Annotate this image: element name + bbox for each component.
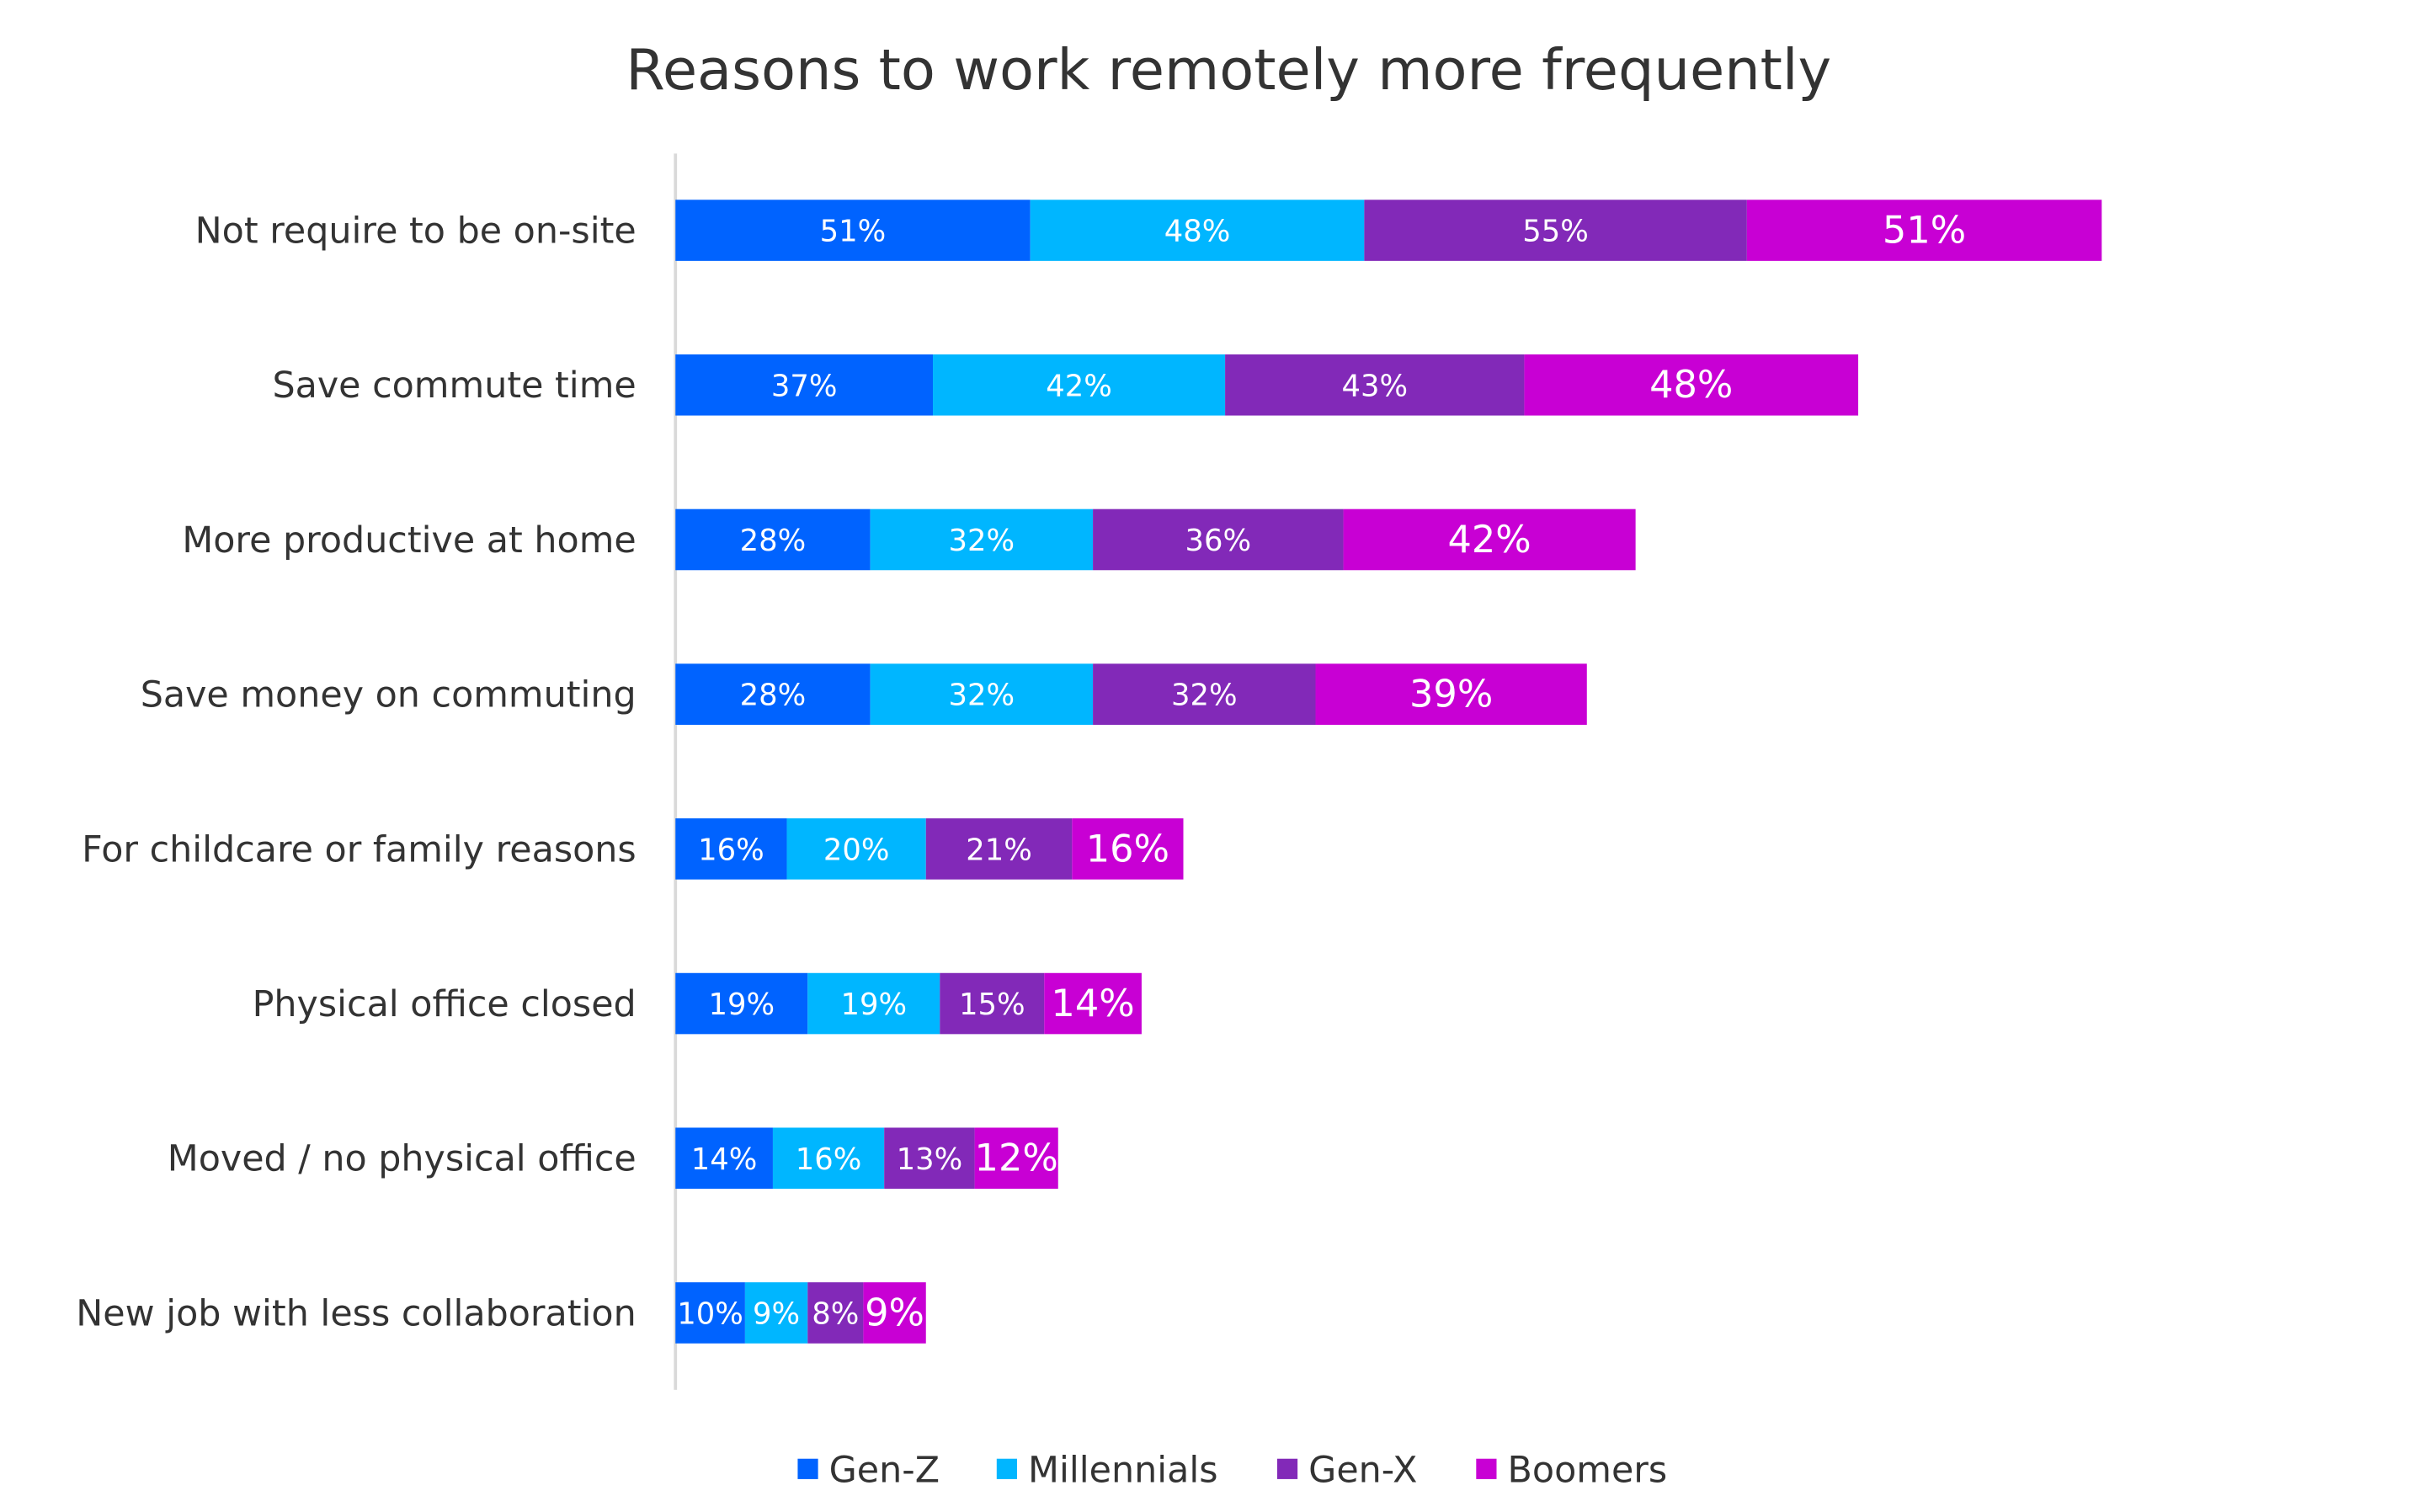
bar-segment-gen-x [1364,200,1747,261]
data-label: 12% [975,1137,1058,1180]
data-label: 37% [771,369,838,403]
bar-segment-gen-x [925,818,1073,880]
bar-segment-millennials [933,354,1226,416]
bar-segment-gen-x [940,972,1045,1035]
bar-segment-gen-z [675,354,934,416]
category-label: Moved / no physical office [168,1138,637,1180]
category-label: Save money on commuting [141,674,637,716]
data-label: 36% [1185,524,1252,558]
data-label: 13% [897,1142,963,1177]
data-label: 32% [949,524,1015,558]
data-label: 9% [753,1296,800,1331]
bar-segment-gen-z [675,972,808,1035]
bar-segment-millennials [870,508,1094,571]
bar-segment-boomers [1746,200,2102,261]
legend-label: Gen-Z [829,1450,940,1492]
data-label: 16% [698,833,764,867]
data-label: 42% [1046,369,1112,403]
data-label: 51% [820,215,887,249]
bar-segment-gen-x [884,1127,975,1190]
data-label: 55% [1522,215,1589,249]
category-label: New job with less collaboration [76,1292,636,1334]
bar-segment-gen-z [675,663,871,725]
bar-segment-gen-x [1225,354,1525,416]
data-label: 9% [865,1291,924,1334]
data-label: 16% [1086,827,1169,870]
data-label: 20% [823,833,890,867]
legend-label: Boomers [1508,1450,1668,1492]
bar-segment-boomers [863,1282,926,1344]
bar-segment-millennials [1030,200,1365,261]
bar-segment-gen-z [675,1127,773,1190]
bar-segment-boomers [1072,818,1184,880]
data-label: 28% [740,524,807,558]
data-label: 14% [691,1142,758,1177]
bar-segment-millennials [786,818,926,880]
data-label: 19% [708,988,775,1022]
legend-label: Gen-X [1308,1450,1417,1492]
bar-segment-gen-z [675,200,1031,261]
data-label: 19% [840,988,907,1022]
data-label: 10% [677,1296,743,1331]
chart-title: Reasons to work remotely more frequently [626,37,1831,103]
bar-segment-millennials [772,1127,885,1190]
data-label: 16% [796,1142,862,1177]
category-label: Physical office closed [253,983,637,1025]
data-label: 21% [966,833,1032,867]
data-label: 51% [1883,208,1966,252]
bar-segment-gen-z [675,1282,745,1344]
data-label: 32% [1171,679,1238,713]
bar-segment-boomers [1524,354,1859,416]
legend-label: Millennials [1028,1450,1217,1492]
bar-segment-millennials [744,1282,808,1344]
data-label: 8% [812,1296,859,1331]
bar-segment-gen-z [675,508,871,571]
legend-swatch [1476,1458,1497,1479]
bar-segment-boomers [1044,972,1142,1035]
legend-swatch [996,1458,1017,1479]
data-label: 39% [1409,673,1493,716]
data-label: 14% [1051,982,1134,1025]
category-label: For childcare or family reasons [82,828,637,870]
legend-swatch [1276,1458,1298,1479]
bar-segment-gen-x [1093,663,1316,725]
data-label: 28% [740,679,807,713]
bar-segment-boomers [1343,508,1636,571]
bar-segment-millennials [807,972,940,1035]
bar-segment-boomers [974,1127,1058,1190]
category-label: Not require to be on-site [195,210,637,252]
data-label: 48% [1649,363,1733,407]
data-label: 48% [1164,215,1231,249]
category-label: Save commute time [272,365,636,407]
data-label: 43% [1341,369,1408,403]
bar-segment-boomers [1315,663,1587,725]
legend-swatch [797,1458,818,1479]
data-label: 15% [959,988,1025,1022]
data-label: 32% [949,679,1015,713]
bar-segment-gen-x [1093,508,1344,571]
bar-segment-gen-z [675,818,787,880]
bar-segment-millennials [870,663,1094,725]
bar-segment-gen-x [807,1282,864,1344]
data-label: 42% [1447,518,1531,562]
category-label: More productive at home [182,519,636,562]
